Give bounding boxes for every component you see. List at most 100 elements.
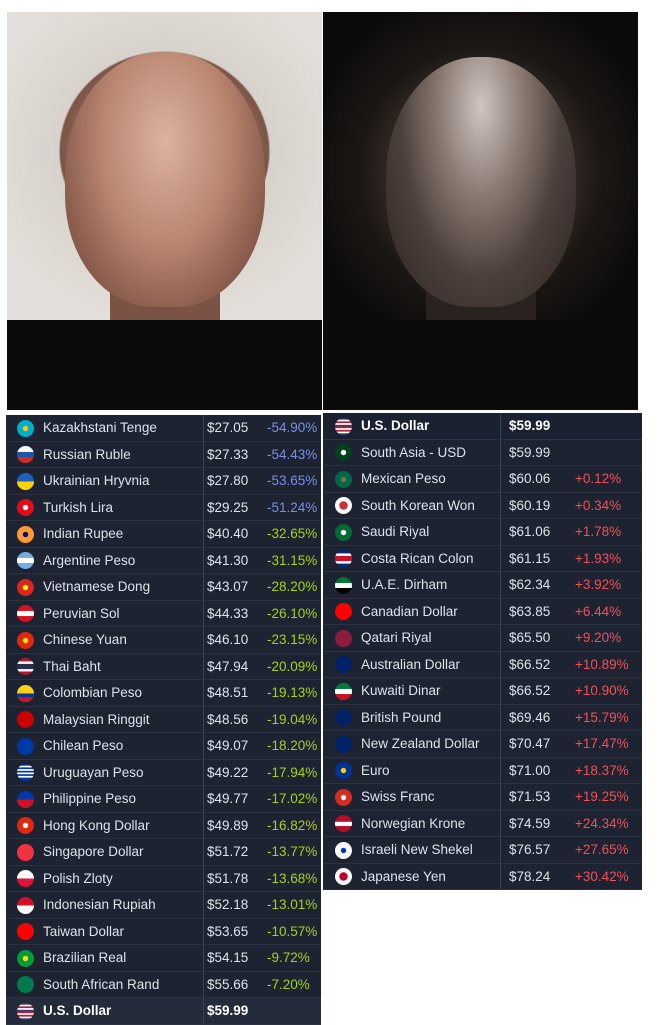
price-difference-percent: +27.65% bbox=[575, 842, 629, 857]
sg-flag-icon bbox=[17, 843, 34, 861]
currency-price: $69.46 bbox=[500, 704, 573, 730]
currency-name: Qatari Riyal bbox=[361, 630, 432, 645]
co-flag-icon bbox=[17, 684, 34, 702]
currency-price: $41.30 bbox=[203, 547, 267, 573]
currency-name: Kazakhstani Tenge bbox=[43, 420, 157, 435]
currency-name: Mexican Peso bbox=[361, 471, 446, 486]
pe-flag-icon bbox=[17, 605, 34, 622]
currency-name: South African Rand bbox=[43, 976, 160, 992]
table-row: Philippine Peso $49.77 -17.02% bbox=[6, 786, 321, 813]
table-row: Vietnamese Dong $43.07 -28.20% bbox=[6, 574, 321, 601]
price-difference-percent: +19.25% bbox=[575, 789, 629, 804]
table-row: Brazilian Real $54.15 -9.72% bbox=[6, 945, 321, 972]
currency-price: $29.25 bbox=[203, 494, 267, 520]
kr-flag-icon bbox=[335, 497, 352, 514]
price-difference-percent: -9.72% bbox=[267, 950, 310, 965]
table-row: Ukrainian Hryvnia $27.80 -53.65% bbox=[6, 468, 321, 495]
table-row: Malaysian Ringgit $48.56 -19.04% bbox=[6, 706, 321, 733]
black-shirt bbox=[323, 320, 638, 410]
table-row: Israeli New Shekel $76.57 +27.65% bbox=[323, 837, 642, 864]
price-difference-percent: +3.92% bbox=[575, 577, 622, 592]
currency-price: $48.56 bbox=[203, 706, 267, 732]
currency-name: South Asia - USD bbox=[361, 444, 467, 460]
currency-name: Chilean Peso bbox=[43, 738, 124, 753]
nz-flag-icon bbox=[335, 735, 352, 753]
price-difference-percent: -19.04% bbox=[267, 711, 318, 727]
currency-price: $60.19 bbox=[500, 492, 573, 518]
za-flag-icon bbox=[17, 976, 34, 993]
currency-name: Costa Rican Colon bbox=[361, 550, 474, 566]
price-difference-percent: +10.89% bbox=[575, 656, 629, 672]
currency-name: Uruguayan Peso bbox=[43, 764, 144, 780]
table-row: Kuwaiti Dinar $66.52 +10.90% bbox=[323, 678, 642, 705]
ar-flag-icon bbox=[17, 552, 34, 569]
jp-flag-icon bbox=[335, 868, 352, 885]
currency-price: $48.51 bbox=[203, 680, 267, 706]
sa-flag-icon bbox=[335, 523, 352, 541]
vn-flag-icon bbox=[17, 578, 34, 596]
currency-price: $27.05 bbox=[203, 415, 267, 441]
price-table-cheaper: Kazakhstani Tenge $27.05 -54.90% Russian Ru… bbox=[6, 415, 321, 1025]
pk-flag-icon bbox=[335, 444, 352, 461]
table-row: Chinese Yuan $46.10 -23.15% bbox=[6, 627, 321, 654]
currency-price: $76.57 bbox=[500, 837, 573, 863]
kz-flag-icon bbox=[17, 419, 34, 437]
currency-name: Russian Ruble bbox=[43, 446, 131, 462]
currency-name: Chinese Yuan bbox=[43, 632, 127, 647]
table-row: Colombian Peso $48.51 -19.13% bbox=[6, 680, 321, 707]
currency-name: Vietnamese Dong bbox=[43, 579, 151, 594]
table-row: Thai Baht $47.94 -20.09% bbox=[6, 653, 321, 680]
id-flag-icon bbox=[17, 896, 34, 914]
price-difference-percent: -18.20% bbox=[267, 738, 318, 753]
currency-price: $46.10 bbox=[203, 627, 267, 653]
currency-price: $74.59 bbox=[500, 810, 573, 836]
table-row: Russian Ruble $27.33 -54.43% bbox=[6, 441, 321, 468]
hk-flag-icon bbox=[17, 817, 34, 834]
currency-name: U.A.E. Dirham bbox=[361, 577, 448, 592]
currency-price: $66.52 bbox=[500, 678, 573, 704]
table-row: Costa Rican Colon $61.15 +1.93% bbox=[323, 545, 642, 572]
currency-name: Singapore Dollar bbox=[43, 844, 144, 859]
currency-name: Israeli New Shekel bbox=[361, 842, 473, 857]
table-row: Japanese Yen $78.24 +30.42% bbox=[323, 863, 642, 890]
face-shape bbox=[64, 52, 265, 307]
currency-name: Australian Dollar bbox=[361, 656, 461, 672]
price-difference-percent: -16.82% bbox=[267, 817, 318, 833]
currency-price: $63.85 bbox=[500, 598, 573, 624]
currency-price: $59.99 bbox=[500, 439, 573, 465]
currency-name: U.S. Dollar bbox=[361, 418, 430, 433]
price-difference-percent: -13.01% bbox=[267, 897, 318, 912]
currency-name: Brazilian Real bbox=[43, 950, 127, 965]
currency-price: $27.33 bbox=[203, 441, 267, 467]
currency-price: $66.52 bbox=[500, 651, 573, 677]
us-flag-icon bbox=[17, 1002, 34, 1020]
currency-price: $44.33 bbox=[203, 600, 267, 626]
table-row: U.S. Dollar $59.99 bbox=[6, 998, 321, 1025]
price-difference-percent: -54.43% bbox=[267, 446, 318, 462]
kw-flag-icon bbox=[335, 682, 352, 700]
price-difference-percent: -20.09% bbox=[267, 658, 318, 674]
table-row: Indonesian Rupiah $52.18 -13.01% bbox=[6, 892, 321, 919]
currency-price: $49.07 bbox=[203, 733, 267, 759]
table-row: Turkish Lira $29.25 -51.24% bbox=[6, 494, 321, 521]
table-row: Polish Zloty $51.78 -13.68% bbox=[6, 865, 321, 892]
currency-price: $49.77 bbox=[203, 786, 267, 812]
table-row: Peruvian Sol $44.33 -26.10% bbox=[6, 600, 321, 627]
table-row: Taiwan Dollar $53.65 -10.57% bbox=[6, 918, 321, 945]
currency-price: $78.24 bbox=[500, 863, 573, 889]
currency-name: Norwegian Krone bbox=[361, 815, 466, 831]
table-row: Uruguayan Peso $49.22 -17.94% bbox=[6, 759, 321, 786]
currency-price: $60.06 bbox=[500, 466, 573, 492]
ca-flag-icon bbox=[335, 603, 352, 620]
mx-flag-icon bbox=[335, 470, 352, 488]
price-difference-percent: -54.90% bbox=[267, 420, 318, 435]
currency-name: Swiss Franc bbox=[361, 789, 435, 804]
currency-name: Argentine Peso bbox=[43, 552, 136, 568]
price-difference-percent: -23.15% bbox=[267, 632, 318, 647]
price-difference-percent: +1.78% bbox=[575, 524, 622, 539]
table-row: Norwegian Krone $74.59 +24.34% bbox=[323, 810, 642, 837]
price-difference-percent: +30.42% bbox=[575, 868, 629, 884]
currency-name: Polish Zloty bbox=[43, 870, 113, 886]
table-row: Mexican Peso $60.06 +0.12% bbox=[323, 466, 642, 493]
table-row: British Pound $69.46 +15.79% bbox=[323, 704, 642, 731]
